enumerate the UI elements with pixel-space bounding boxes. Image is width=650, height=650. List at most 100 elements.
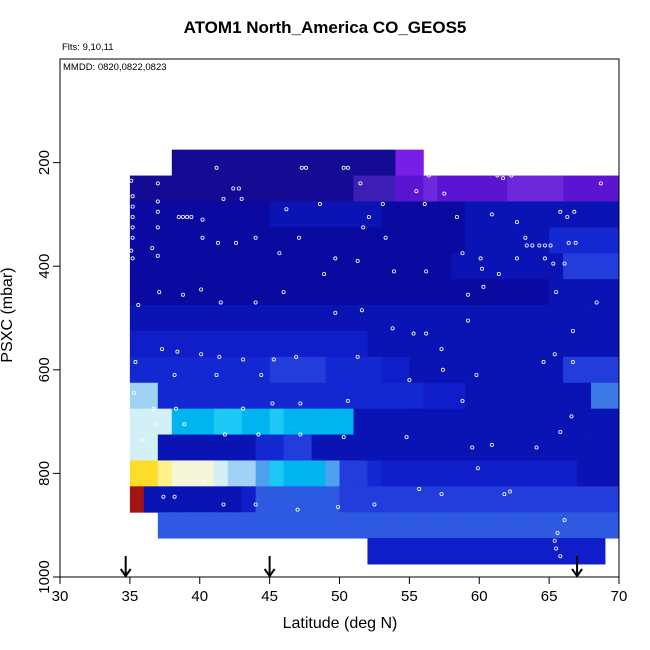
heatmap-cell bbox=[185, 253, 201, 280]
heatmap-cell bbox=[577, 330, 592, 358]
heatmap-cell bbox=[199, 201, 215, 228]
heatmap-cell bbox=[605, 512, 620, 539]
heatmap-cell bbox=[129, 279, 145, 306]
heatmap-cell bbox=[409, 330, 424, 358]
heatmap-cell bbox=[605, 253, 620, 280]
sample-point bbox=[200, 217, 205, 222]
sample-point bbox=[140, 437, 145, 442]
heatmap-cell bbox=[311, 460, 326, 487]
heatmap-cell bbox=[171, 460, 187, 487]
heatmap-cell bbox=[535, 434, 550, 461]
heatmap-cell bbox=[157, 175, 173, 202]
heatmap-cell bbox=[129, 227, 145, 254]
heatmap-cell bbox=[353, 227, 368, 254]
heatmap-cell bbox=[381, 279, 396, 306]
sample-point bbox=[173, 406, 178, 411]
heatmap-cell bbox=[507, 305, 522, 332]
heatmap-cell bbox=[185, 434, 201, 461]
heatmap-cell bbox=[549, 330, 564, 358]
heatmap-cell bbox=[465, 227, 480, 254]
sample-point bbox=[594, 300, 599, 305]
sample-point bbox=[201, 479, 206, 484]
arrow-head bbox=[571, 568, 583, 578]
heatmap-cell bbox=[591, 227, 606, 254]
heatmap-cell bbox=[591, 512, 606, 539]
heatmap-cell bbox=[521, 175, 536, 202]
sample-point bbox=[253, 300, 258, 305]
heatmap-cell bbox=[521, 486, 536, 513]
sample-point bbox=[130, 194, 135, 199]
sample-point bbox=[555, 530, 560, 535]
heatmap-cell bbox=[563, 512, 578, 539]
x-axis: 30 35 40 45 50 55 60 65 70 bbox=[52, 577, 628, 605]
heatmap-cell bbox=[423, 175, 438, 202]
sample-point bbox=[130, 204, 135, 209]
sample-point bbox=[294, 354, 299, 359]
sample-point bbox=[256, 432, 261, 437]
heatmap-cell bbox=[255, 486, 271, 513]
heatmap-cell bbox=[227, 201, 243, 228]
heatmap-cell bbox=[451, 253, 466, 280]
heatmap-cell bbox=[381, 253, 396, 280]
sample-point bbox=[562, 518, 567, 523]
sample-point bbox=[570, 360, 575, 365]
heatmap-cell bbox=[241, 305, 257, 332]
heatmap-cell bbox=[395, 460, 410, 487]
heatmap-cell bbox=[213, 486, 229, 513]
heatmap-cell bbox=[535, 382, 550, 410]
heatmap-cell bbox=[311, 512, 326, 539]
heatmap-cell bbox=[325, 356, 340, 384]
heatmap-cell bbox=[283, 305, 298, 332]
heatmap-cell bbox=[549, 538, 564, 565]
heatmap-cell bbox=[605, 408, 620, 435]
heatmap-cell bbox=[213, 408, 229, 435]
heatmap-cell bbox=[199, 305, 215, 332]
heatmap-cell bbox=[437, 330, 452, 358]
sample-point bbox=[155, 253, 160, 258]
heatmap-cell bbox=[493, 382, 508, 410]
heatmap-cell bbox=[549, 227, 564, 254]
sample-point bbox=[417, 486, 422, 491]
heatmap-cell bbox=[437, 382, 452, 410]
heatmap-cell bbox=[465, 486, 480, 513]
sample-point bbox=[411, 331, 416, 336]
sample-point bbox=[200, 235, 205, 240]
heatmap-cell bbox=[493, 305, 508, 332]
heatmap-cell bbox=[591, 253, 606, 280]
heatmap-cell bbox=[353, 512, 368, 539]
heatmap-cell bbox=[339, 201, 354, 228]
heatmap-cell bbox=[367, 227, 382, 254]
heatmap-cell bbox=[269, 512, 285, 539]
heatmap-cell bbox=[213, 201, 229, 228]
sample-point bbox=[478, 256, 483, 261]
heatmap-cell bbox=[381, 330, 396, 358]
heatmap-cell bbox=[507, 434, 522, 461]
heatmap-cell bbox=[591, 330, 606, 358]
heatmap-cell bbox=[367, 175, 382, 202]
heatmap-cell bbox=[493, 227, 508, 254]
heatmap-cell bbox=[493, 356, 508, 384]
x-tick-label: 70 bbox=[611, 588, 628, 605]
heatmap-cell bbox=[213, 330, 229, 358]
heatmap-cell bbox=[129, 408, 145, 435]
heatmap-cell bbox=[339, 149, 354, 176]
heatmap-cell bbox=[129, 356, 145, 384]
sample-point bbox=[139, 158, 144, 163]
sample-point bbox=[572, 209, 577, 214]
sample-point bbox=[523, 235, 528, 240]
heatmap-cell bbox=[269, 149, 285, 176]
heatmap-cell bbox=[535, 356, 550, 384]
x-tick-label: 30 bbox=[52, 588, 69, 605]
heatmap-cell bbox=[395, 512, 410, 539]
heatmap-cell bbox=[213, 149, 229, 176]
heatmap-cell bbox=[339, 356, 354, 384]
heatmap-cell bbox=[297, 253, 312, 280]
heatmap-cell bbox=[591, 486, 606, 513]
sample-point bbox=[134, 158, 139, 163]
sample-point bbox=[558, 554, 563, 559]
heatmap-cell bbox=[353, 356, 368, 384]
heatmap-cell bbox=[451, 434, 466, 461]
y-tick-label: 400 bbox=[36, 254, 53, 279]
heatmap-cell bbox=[451, 201, 466, 228]
heatmap-cell bbox=[451, 538, 466, 565]
